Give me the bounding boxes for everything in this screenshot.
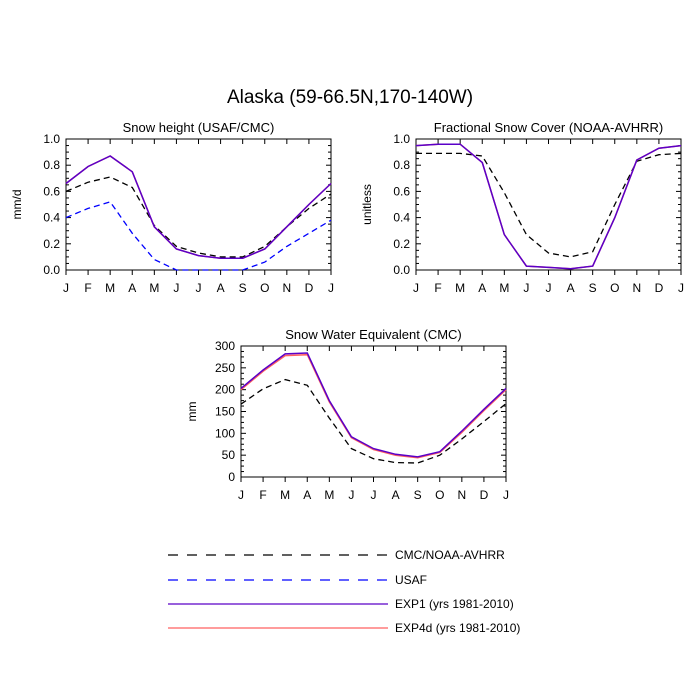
x-tick-label: J — [503, 488, 509, 502]
x-tick-label: A — [303, 488, 311, 502]
y-tick-label: 1.0 — [43, 132, 60, 146]
y-tick-label: 0.8 — [43, 158, 60, 172]
y-tick-label: 0.2 — [393, 237, 410, 251]
x-tick-label: O — [260, 281, 269, 295]
x-tick-label: S — [414, 488, 422, 502]
x-tick-label: F — [434, 281, 441, 295]
x-tick-label: J — [678, 281, 684, 295]
chart-panel-2: Fractional Snow Cover (NOAA-AVHRR) unitle… — [360, 120, 684, 295]
x-tick-label: M — [105, 281, 115, 295]
x-tick-label: J — [173, 281, 179, 295]
x-tick-label: M — [149, 281, 159, 295]
legend-label-3: EXP1 (yrs 1981-2010) — [395, 597, 514, 611]
series-line-exp1 — [240, 352, 507, 458]
x-tick-label: M — [499, 281, 509, 295]
x-tick-label: N — [282, 281, 291, 295]
legend-label-1: CMC/NOAA-AVHRR — [395, 548, 505, 562]
x-tick-label: J — [63, 281, 69, 295]
x-tick-label: J — [546, 281, 552, 295]
x-tick-label: J — [413, 281, 419, 295]
x-tick-label: N — [457, 488, 466, 502]
series-line-exp1 — [65, 155, 332, 259]
x-tick-label: F — [259, 488, 266, 502]
y-tick-label: 0.0 — [393, 263, 410, 277]
y-tick-label: 0.4 — [393, 211, 410, 225]
y-tick-label: 0.6 — [393, 184, 410, 198]
y-tick-label: 200 — [215, 383, 235, 397]
y-tick-label: 150 — [215, 405, 235, 419]
x-tick-label: M — [280, 488, 290, 502]
legend-label-4: EXP4d (yrs 1981-2010) — [395, 621, 520, 635]
y-tick-label: 0.6 — [43, 184, 60, 198]
x-tick-label: M — [324, 488, 334, 502]
x-tick-label: J — [328, 281, 334, 295]
x-tick-label: M — [455, 281, 465, 295]
legend: CMC/NOAA-AVHRR USAF EXP1 (yrs 1981-2010) EX… — [168, 548, 520, 635]
y-tick-label: 0.8 — [393, 158, 410, 172]
y-axis-label: mm/d — [10, 190, 24, 220]
figure-title: Alaska (59-66.5N,170-140W) — [227, 87, 473, 108]
x-tick-label: D — [305, 281, 314, 295]
y-tick-label: 1.0 — [393, 132, 410, 146]
x-tick-label: A — [392, 488, 400, 502]
series-line-exp4d — [240, 353, 507, 459]
y-axis-label: mm — [185, 402, 199, 422]
x-tick-label: J — [371, 488, 377, 502]
x-tick-label: J — [238, 488, 244, 502]
x-tick-label: D — [480, 488, 489, 502]
x-tick-label: O — [610, 281, 619, 295]
y-tick-label: 50 — [222, 448, 236, 462]
x-tick-label: J — [523, 281, 529, 295]
x-tick-label: J — [196, 281, 202, 295]
chart-panel-1: Snow height (USAF/CMC) mm/d 0.0 0.2 0.4 0.6 0.… — [10, 120, 334, 295]
y-tick-label: 0.2 — [43, 237, 60, 251]
x-tick-label: S — [589, 281, 597, 295]
y-tick-label: 0.0 — [43, 263, 60, 277]
panels: Snow height (USAF/CMC) mm/d 0.0 0.2 0.4 0.6 0.… — [10, 120, 684, 502]
legend-label-2: USAF — [395, 573, 427, 587]
y-axis-label: unitless — [360, 184, 374, 225]
series-line-usaf — [65, 201, 332, 271]
x-tick-label: N — [632, 281, 641, 295]
y-tick-label: 0.4 — [43, 211, 60, 225]
x-tick-label: F — [84, 281, 91, 295]
y-tick-label: 100 — [215, 426, 235, 440]
chart-title: Snow Water Equivalent (CMC) — [285, 327, 462, 342]
x-tick-label: S — [239, 281, 247, 295]
y-tick-label: 0 — [228, 470, 235, 484]
x-tick-label: A — [478, 281, 486, 295]
chart-title: Fractional Snow Cover (NOAA-AVHRR) — [434, 120, 663, 135]
chart-title: Snow height (USAF/CMC) — [123, 120, 275, 135]
y-tick-label: 300 — [215, 339, 235, 353]
x-tick-label: A — [128, 281, 136, 295]
series-line-exp1 — [415, 143, 682, 270]
y-tick-label: 250 — [215, 361, 235, 375]
x-tick-label: J — [348, 488, 354, 502]
series-line-cmc-noaa-avhrr — [240, 378, 507, 464]
x-tick-label: A — [567, 281, 575, 295]
x-tick-label: D — [655, 281, 664, 295]
chart-panel-3: Snow Water Equivalent (CMC) mm 0 50 100 150 20… — [185, 327, 509, 502]
x-tick-label: A — [217, 281, 225, 295]
x-tick-label: O — [435, 488, 444, 502]
